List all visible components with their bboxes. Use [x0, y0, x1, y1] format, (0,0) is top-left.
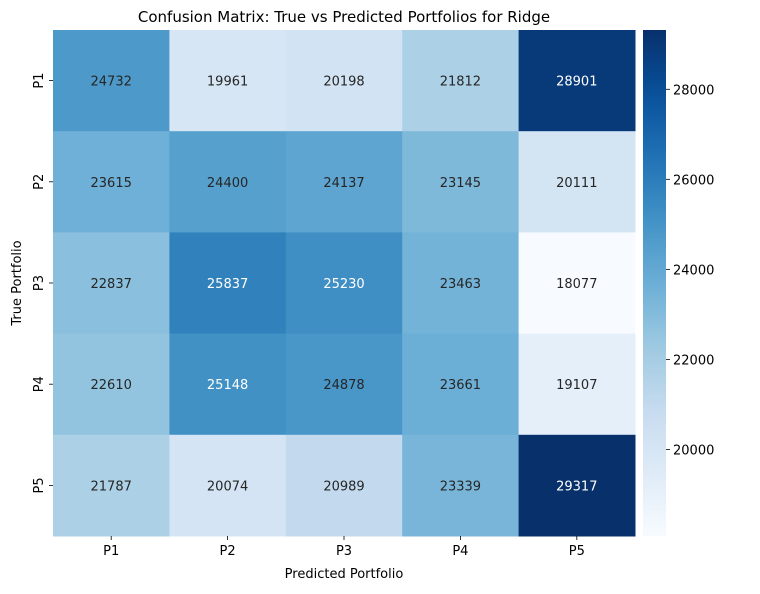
cell-value-label: 29317 [556, 479, 597, 494]
x-tick-labels: P1 P2 P3 P4 P5 [103, 536, 585, 559]
cell-value-label: 18077 [556, 277, 597, 292]
heatmap-cell [402, 333, 520, 436]
colorbar-tick-label: 20000 [673, 443, 714, 458]
cell-value-label: 21812 [440, 75, 481, 90]
cell-value-label: 28901 [556, 75, 597, 90]
heatmap-cell [518, 434, 636, 537]
colorbar: 20000 22000 24000 26000 28000 [643, 30, 714, 536]
heatmap-cell [53, 131, 170, 233]
colorbar-tick-label: 28000 [673, 83, 714, 98]
cell-value-label: 20111 [556, 176, 597, 191]
heatmap-cell [169, 131, 287, 233]
x-tick-label: P1 [103, 544, 119, 559]
heatmap-cell [402, 131, 520, 233]
y-tick-label: P2 [32, 174, 47, 190]
y-tick-label: P3 [32, 275, 47, 291]
cell-value-label: 19107 [556, 378, 597, 393]
cell-value-label: 22610 [91, 378, 132, 393]
colorbar-gradient [643, 30, 666, 536]
cell-value-label: 25837 [207, 277, 248, 292]
heatmap-cell [285, 131, 403, 233]
cell-value-label: 24400 [207, 176, 248, 191]
heatmap-cell [518, 232, 636, 335]
cell-value-label: 20198 [323, 75, 364, 90]
y-tick-labels: P1 P2 P3 P4 P5 [32, 73, 53, 493]
heatmap-cell [285, 333, 403, 436]
cell-value-label: 23661 [440, 378, 481, 393]
y-tick-label: P4 [32, 376, 47, 392]
heatmap-cell [53, 30, 170, 132]
x-tick-label: P4 [452, 544, 468, 559]
heatmap-cell [518, 131, 636, 233]
heatmap-cells: 24732 19961 20198 21812 28901 23615 24400 24137… [53, 30, 636, 537]
cell-value-label: 20989 [323, 479, 364, 494]
cell-value-label: 25230 [323, 277, 364, 292]
colorbar-tick-label: 24000 [673, 263, 714, 278]
cell-value-label: 20074 [207, 479, 248, 494]
x-axis-label: Predicted Portfolio [285, 567, 404, 582]
x-tick-label: P3 [336, 544, 352, 559]
x-tick-label: P5 [569, 544, 585, 559]
heatmap-cell [285, 434, 403, 537]
cell-value-label: 19961 [207, 75, 248, 90]
cell-value-label: 23615 [91, 176, 132, 191]
cell-value-label: 24137 [323, 176, 364, 191]
y-axis-label: True Portfolio [10, 240, 25, 326]
cell-value-label: 21787 [91, 479, 132, 494]
heatmap-cell [518, 30, 636, 132]
heatmap-cell [169, 333, 287, 436]
chart-title: Confusion Matrix: True vs Predicted Port… [138, 8, 550, 26]
heatmap-cell [53, 333, 170, 436]
colorbar-tick-label: 22000 [673, 353, 714, 368]
cell-value-label: 24732 [91, 75, 132, 90]
heatmap-cell [53, 232, 170, 335]
y-tick-label: P1 [32, 73, 47, 89]
heatmap-cell [53, 434, 170, 537]
heatmap-cell [285, 232, 403, 335]
x-tick-label: P2 [220, 544, 236, 559]
cell-value-label: 24878 [323, 378, 364, 393]
heatmap-cell [169, 30, 287, 132]
heatmap-cell [402, 232, 520, 335]
cell-value-label: 23463 [440, 277, 481, 292]
y-tick-label: P5 [32, 477, 47, 493]
cell-value-label: 23339 [440, 479, 481, 494]
heatmap-cell [285, 30, 403, 132]
heatmap-cell [402, 434, 520, 537]
colorbar-tick-label: 26000 [673, 173, 714, 188]
heatmap-cell [402, 30, 520, 132]
cell-value-label: 22837 [91, 277, 132, 292]
cell-value-label: 23145 [440, 176, 481, 191]
heatmap-cell [518, 333, 636, 436]
cell-value-label: 25148 [207, 378, 248, 393]
heatmap-cell [169, 434, 287, 537]
heatmap-cell [169, 232, 287, 335]
